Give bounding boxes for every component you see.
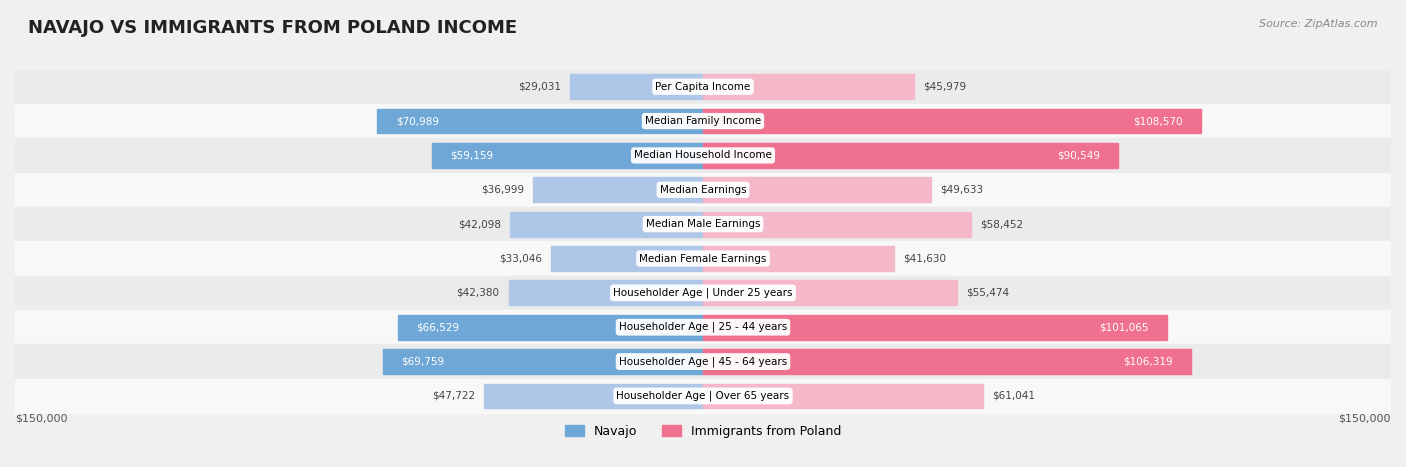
Text: Per Capita Income: Per Capita Income bbox=[655, 82, 751, 92]
Text: Householder Age | Over 65 years: Householder Age | Over 65 years bbox=[616, 391, 790, 401]
Bar bbox=[703, 246, 894, 271]
Text: Source: ZipAtlas.com: Source: ZipAtlas.com bbox=[1260, 19, 1378, 28]
Bar bbox=[15, 104, 1391, 138]
Text: $45,979: $45,979 bbox=[924, 82, 966, 92]
Text: $29,031: $29,031 bbox=[517, 82, 561, 92]
Bar bbox=[703, 143, 1118, 168]
Text: Median Female Earnings: Median Female Earnings bbox=[640, 254, 766, 263]
Text: $49,633: $49,633 bbox=[939, 185, 983, 195]
Bar bbox=[510, 212, 703, 236]
Bar bbox=[15, 138, 1391, 173]
Text: $150,000: $150,000 bbox=[15, 414, 67, 424]
Text: NAVAJO VS IMMIGRANTS FROM POLAND INCOME: NAVAJO VS IMMIGRANTS FROM POLAND INCOME bbox=[28, 19, 517, 37]
Text: $58,452: $58,452 bbox=[980, 219, 1024, 229]
Legend: Navajo, Immigrants from Poland: Navajo, Immigrants from Poland bbox=[560, 420, 846, 443]
Text: Householder Age | Under 25 years: Householder Age | Under 25 years bbox=[613, 288, 793, 298]
Bar bbox=[703, 315, 1167, 340]
Bar bbox=[703, 212, 972, 236]
Text: Median Family Income: Median Family Income bbox=[645, 116, 761, 126]
Bar bbox=[15, 241, 1391, 276]
Bar bbox=[703, 281, 957, 305]
Bar bbox=[15, 344, 1391, 379]
Text: Householder Age | 45 - 64 years: Householder Age | 45 - 64 years bbox=[619, 356, 787, 367]
Bar bbox=[703, 383, 983, 408]
Text: Median Male Earnings: Median Male Earnings bbox=[645, 219, 761, 229]
Bar bbox=[398, 315, 703, 340]
Text: $42,098: $42,098 bbox=[458, 219, 501, 229]
Text: $66,529: $66,529 bbox=[416, 322, 460, 332]
Bar bbox=[377, 109, 703, 134]
Bar bbox=[15, 276, 1391, 310]
Bar bbox=[15, 379, 1391, 413]
Text: $59,159: $59,159 bbox=[450, 150, 494, 161]
Bar bbox=[382, 349, 703, 374]
Text: $150,000: $150,000 bbox=[1339, 414, 1391, 424]
Bar bbox=[15, 70, 1391, 104]
Bar bbox=[533, 177, 703, 202]
Bar bbox=[15, 207, 1391, 241]
Text: $108,570: $108,570 bbox=[1133, 116, 1182, 126]
Text: $70,989: $70,989 bbox=[395, 116, 439, 126]
Text: $36,999: $36,999 bbox=[481, 185, 524, 195]
Bar bbox=[432, 143, 703, 168]
Bar bbox=[509, 281, 703, 305]
Text: Median Earnings: Median Earnings bbox=[659, 185, 747, 195]
Text: $42,380: $42,380 bbox=[457, 288, 499, 298]
Bar bbox=[569, 74, 703, 99]
Bar bbox=[551, 246, 703, 271]
Text: $33,046: $33,046 bbox=[499, 254, 543, 263]
Text: Householder Age | 25 - 44 years: Householder Age | 25 - 44 years bbox=[619, 322, 787, 333]
Bar bbox=[15, 173, 1391, 207]
Bar bbox=[15, 310, 1391, 344]
Text: $61,041: $61,041 bbox=[993, 391, 1035, 401]
Text: $90,549: $90,549 bbox=[1057, 150, 1099, 161]
Bar bbox=[703, 74, 914, 99]
Text: Median Household Income: Median Household Income bbox=[634, 150, 772, 161]
Text: $47,722: $47,722 bbox=[432, 391, 475, 401]
Text: $55,474: $55,474 bbox=[966, 288, 1010, 298]
Text: $106,319: $106,319 bbox=[1122, 357, 1173, 367]
Bar bbox=[703, 349, 1191, 374]
Text: $41,630: $41,630 bbox=[903, 254, 946, 263]
Text: $101,065: $101,065 bbox=[1098, 322, 1149, 332]
Bar bbox=[484, 383, 703, 408]
Text: $69,759: $69,759 bbox=[401, 357, 444, 367]
Bar bbox=[703, 177, 931, 202]
Bar bbox=[703, 109, 1201, 134]
